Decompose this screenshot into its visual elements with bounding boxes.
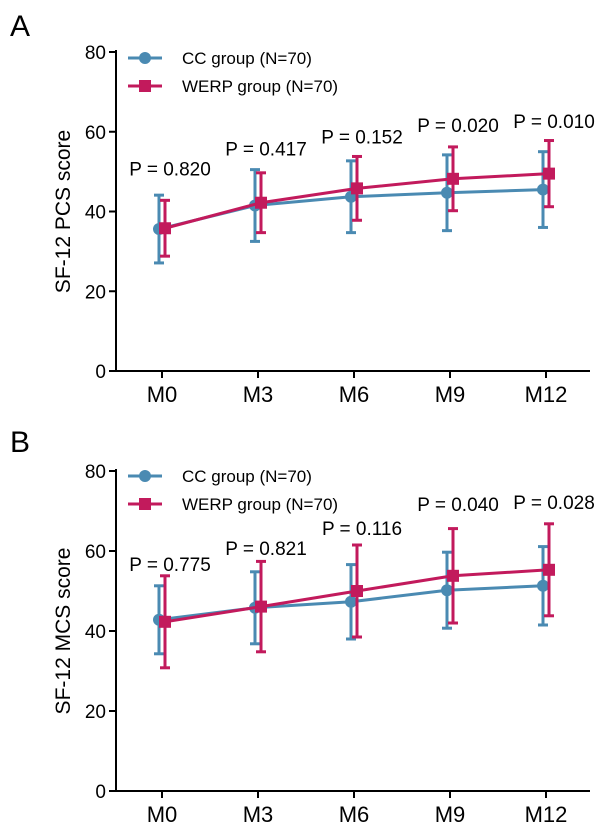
x-tick-label: M9 xyxy=(435,802,466,827)
data-point xyxy=(537,183,549,196)
x-tick-label: M3 xyxy=(243,802,274,827)
y-tick-label: 80 xyxy=(85,462,106,483)
data-point xyxy=(351,585,363,597)
data-point xyxy=(441,186,453,199)
x-tick-label: M6 xyxy=(339,802,370,827)
panel-letter: B xyxy=(10,426,30,459)
p-value-annotation: P = 0.821 xyxy=(225,539,307,560)
legend-marker xyxy=(139,52,151,64)
x-tick-label: M0 xyxy=(147,382,178,407)
panel-a: A 0 20 40 60 80 M0 M3 M6 M9 M12 SF-12 PCS score CC g… xyxy=(10,10,595,407)
p-value-annotation: P = 0.820 xyxy=(129,160,211,181)
p-value-annotation: P = 0.040 xyxy=(417,495,499,516)
data-point xyxy=(159,615,171,628)
panel-b: B 0 20 40 60 80 M0 M3 M6 M9 M12 SF-12 MCS score CC g… xyxy=(10,426,595,827)
p-value-annotation: P = 0.417 xyxy=(225,140,307,161)
legend-marker xyxy=(139,498,151,510)
data-point xyxy=(441,584,453,597)
data-point xyxy=(255,196,267,209)
y-tick-label: 20 xyxy=(85,702,106,723)
y-tick-label: 0 xyxy=(95,362,106,383)
data-point xyxy=(543,563,555,576)
y-tick-label: 20 xyxy=(85,282,106,303)
legend-label: WERP group (N=70) xyxy=(182,495,338,514)
x-tick-label: M3 xyxy=(243,382,274,407)
legend-label: CC group (N=70) xyxy=(182,467,312,486)
legend-marker xyxy=(139,80,151,92)
data-point xyxy=(447,569,459,582)
x-tick-label: M12 xyxy=(525,382,568,407)
p-value-annotation: P = 0.010 xyxy=(513,112,595,133)
panel-letter: A xyxy=(10,10,30,43)
p-value-annotation: P = 0.775 xyxy=(129,555,211,576)
x-tick-label: M9 xyxy=(435,382,466,407)
y-tick-label: 0 xyxy=(95,782,106,803)
legend-label: CC group (N=70) xyxy=(182,49,312,68)
y-axis-label: SF-12 MCS score xyxy=(52,548,75,715)
y-tick-label: 60 xyxy=(85,542,106,563)
y-tick-label: 40 xyxy=(85,203,106,224)
x-tick-label: M0 xyxy=(147,802,178,827)
y-tick-label: 40 xyxy=(85,622,106,643)
x-tick-label: M6 xyxy=(339,382,370,407)
x-tick-label: M12 xyxy=(525,802,568,827)
data-point xyxy=(447,172,459,185)
p-value-annotation: P = 0.020 xyxy=(417,116,499,137)
data-point xyxy=(345,595,357,608)
legend-marker xyxy=(139,470,151,482)
legend-label: WERP group (N=70) xyxy=(182,77,338,96)
p-value-annotation: P = 0.152 xyxy=(321,128,403,149)
data-point xyxy=(159,222,171,235)
data-point xyxy=(351,182,363,195)
y-tick-label: 60 xyxy=(85,123,106,144)
y-axis-label: SF-12 PCS score xyxy=(52,130,75,293)
y-tick-label: 80 xyxy=(85,43,106,64)
p-value-annotation: P = 0.116 xyxy=(322,519,402,540)
data-point xyxy=(255,600,267,613)
data-point xyxy=(543,167,555,180)
p-value-annotation: P = 0.028 xyxy=(513,493,595,514)
data-point xyxy=(537,579,549,592)
